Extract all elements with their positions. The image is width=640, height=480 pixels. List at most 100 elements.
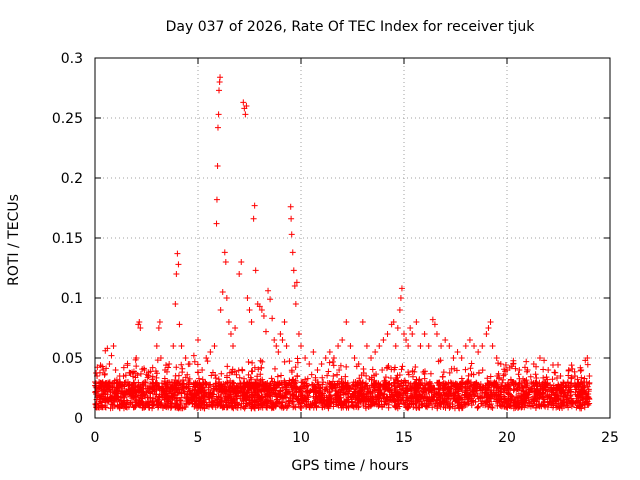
data-point: [107, 405, 114, 412]
data-point: [229, 404, 236, 411]
data-point: [417, 343, 424, 349]
data-point: [380, 401, 387, 408]
data-point: [190, 352, 197, 359]
x-tick-label: 25: [601, 430, 619, 446]
data-point: [175, 404, 182, 411]
data-point: [118, 382, 125, 389]
data-point: [299, 391, 306, 398]
data-point: [105, 398, 112, 405]
data-point: [573, 386, 580, 393]
data-point: [145, 402, 152, 409]
data-point: [149, 395, 156, 402]
data-point: [186, 383, 193, 390]
data-point: [479, 343, 486, 349]
data-point: [556, 405, 563, 412]
data-point: [282, 383, 289, 390]
data-point: [301, 383, 308, 390]
data-point: [244, 389, 251, 396]
data-point: [281, 319, 288, 325]
data-point: [328, 395, 335, 402]
data-point: [217, 384, 224, 391]
data-point: [424, 404, 431, 411]
data-point: [362, 398, 369, 405]
data-point: [437, 403, 444, 410]
data-point: [302, 355, 309, 361]
data-point: [326, 359, 333, 366]
data-point: [556, 384, 563, 391]
data-point: [337, 389, 344, 396]
data-point: [288, 368, 295, 375]
grid-lines: [95, 58, 610, 418]
data-point: [99, 363, 106, 370]
data-point: [376, 343, 383, 349]
data-point: [191, 358, 198, 365]
data-point: [281, 358, 288, 365]
data-point: [396, 372, 403, 379]
data-point: [549, 376, 556, 383]
data-point: [329, 358, 336, 365]
data-point: [276, 380, 283, 387]
data-point: [289, 249, 296, 256]
data-point: [505, 401, 512, 408]
data-point: [465, 372, 472, 379]
data-point: [446, 399, 453, 406]
data-point: [217, 307, 224, 313]
data-point: [532, 371, 539, 378]
data-point: [315, 389, 322, 396]
data-point: [391, 398, 398, 405]
data-point: [207, 349, 214, 355]
data-point: [251, 202, 258, 209]
data-point: [573, 404, 580, 411]
data-point: [310, 349, 317, 355]
data-point: [161, 380, 168, 387]
data-point: [289, 399, 296, 406]
data-point: [485, 403, 492, 410]
data-point: [237, 388, 244, 395]
data-point: [389, 393, 396, 400]
data-point: [136, 319, 143, 325]
data-point: [178, 394, 185, 401]
data-point: [298, 343, 304, 349]
data-point: [584, 355, 591, 361]
data-point: [303, 402, 310, 409]
data-point: [95, 385, 102, 391]
data-point: [266, 392, 273, 399]
data-point: [344, 379, 351, 386]
data-point: [409, 373, 416, 380]
data-point: [437, 357, 444, 364]
data-point: [357, 384, 364, 391]
data-point: [470, 371, 477, 378]
data-point: [131, 384, 138, 391]
data-point: [405, 379, 412, 386]
data-point: [335, 396, 342, 403]
data-point: [195, 402, 202, 409]
data-point: [116, 373, 123, 379]
data-point: [305, 392, 312, 399]
data-point: [256, 303, 263, 310]
data-point: [491, 384, 498, 391]
data-point: [286, 358, 293, 365]
data-point: [258, 364, 265, 371]
data-point: [130, 394, 137, 401]
data-point: [288, 384, 295, 391]
data-point: [565, 372, 572, 379]
data-point: [130, 388, 137, 395]
data-point: [523, 380, 530, 387]
data-point: [149, 405, 156, 412]
data-point: [257, 357, 264, 364]
y-tick-label: 0.2: [61, 171, 83, 187]
data-point: [461, 400, 468, 407]
data-point: [572, 389, 579, 396]
data-point: [343, 363, 350, 370]
data-point: [527, 373, 534, 380]
data-point: [239, 384, 246, 391]
data-point: [264, 385, 271, 392]
data-point: [532, 388, 539, 395]
data-point: [258, 307, 265, 313]
data-point: [545, 367, 552, 373]
data-point: [568, 362, 575, 369]
data-point: [236, 271, 243, 277]
data-point: [341, 382, 348, 389]
data-point: [236, 374, 243, 381]
y-tick-label: 0.1: [61, 291, 83, 307]
